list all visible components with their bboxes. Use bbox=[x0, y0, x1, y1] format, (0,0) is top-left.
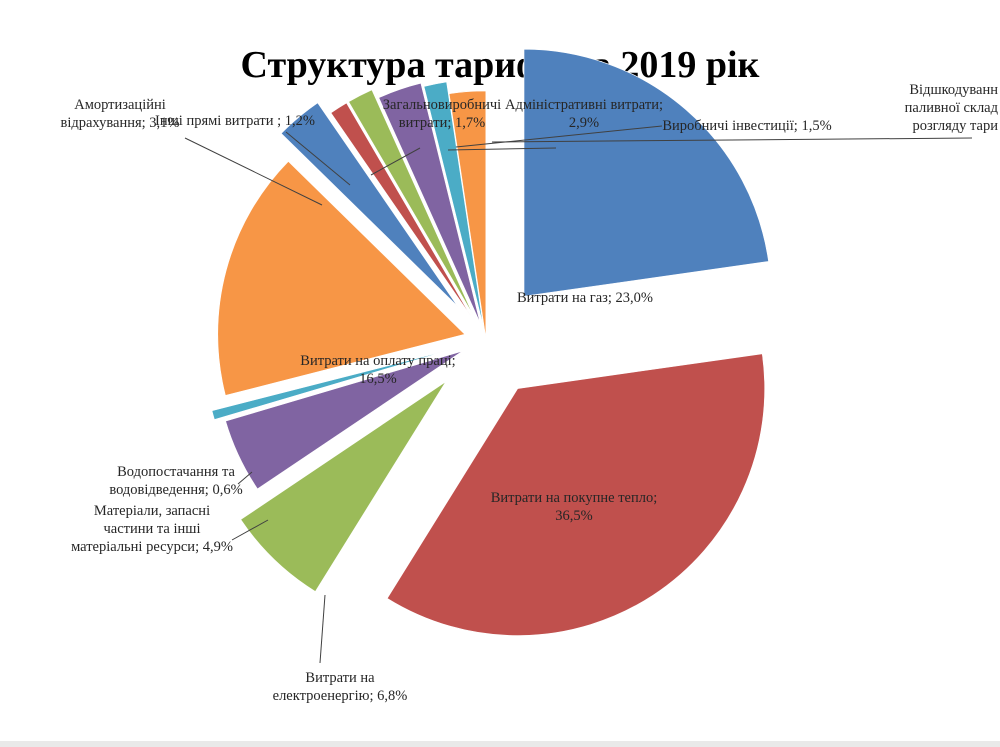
data-label-line: 36,5% bbox=[555, 508, 592, 524]
data-label-general: Загальновиробничі витрати; 1,7% bbox=[383, 97, 501, 131]
leader-line-materials bbox=[231, 519, 269, 541]
leader-lines bbox=[184, 125, 973, 664]
data-label-other: Інші прямі витрати ; 1,2% bbox=[155, 113, 315, 129]
data-label-materials: Матеріали, запасні частини та інші матеріа… bbox=[71, 503, 233, 555]
data-label-line: Відшкодуванн bbox=[909, 82, 998, 98]
leader-line-general bbox=[370, 147, 421, 176]
data-label-line: водовідведення; 0,6% bbox=[109, 482, 242, 498]
data-label-line: Витрати на покупне тепло; bbox=[491, 490, 658, 506]
leader-line-other bbox=[285, 131, 351, 186]
data-label-electric: Витрати на електроенергію; 6,8% bbox=[273, 670, 408, 704]
data-label-water: Водопостачання та водовідведення; 0,6% bbox=[109, 464, 242, 498]
data-label-line: електроенергію; 6,8% bbox=[273, 688, 408, 704]
leader-line-invest bbox=[455, 125, 663, 148]
pie-slice-other bbox=[330, 102, 472, 317]
pie-slice-materials bbox=[225, 350, 463, 490]
data-label-line: розгляду тари bbox=[912, 118, 998, 134]
data-label-line: 2,9% bbox=[569, 115, 599, 131]
pie-slice-general bbox=[348, 89, 474, 316]
data-label-line: Адміністративні витрати; bbox=[505, 97, 663, 113]
data-label-amort: Амортизаційні відрахування; 3,1% bbox=[60, 97, 179, 131]
data-label-line: Інші прямі витрати ; 1,2% bbox=[155, 113, 315, 129]
leader-line-amort bbox=[184, 137, 323, 206]
data-label-line: Загальновиробничі bbox=[383, 97, 501, 113]
data-label-heat: Витрати на покупне тепло; 36,5% bbox=[491, 490, 658, 524]
data-label-line: паливної склад bbox=[905, 100, 999, 116]
data-label-line: відрахування; 3,1% bbox=[60, 115, 179, 131]
data-label-line: Водопостачання та bbox=[117, 464, 235, 480]
pie-slice-water bbox=[211, 349, 452, 420]
pie-slice-electric bbox=[240, 381, 446, 592]
leader-line-admin bbox=[447, 147, 557, 151]
data-label-reimb: Відшкодуванн паливної склад розгляду тари bbox=[905, 82, 999, 134]
data-label-line: витрати; 1,7% bbox=[399, 115, 485, 131]
pie-slice-gas bbox=[523, 48, 769, 297]
pie-slice-amort bbox=[280, 102, 458, 307]
leader-line-electric bbox=[319, 594, 326, 664]
data-label-line: Витрати на bbox=[305, 670, 375, 686]
data-label-line: Матеріали, запасні bbox=[94, 503, 210, 519]
data-label-salary: Витрати на оплату праці; 16,5% bbox=[300, 353, 455, 387]
data-label-line: 16,5% bbox=[359, 371, 396, 387]
leader-line-water bbox=[237, 471, 253, 485]
data-label-admin: Адміністративні витрати; 2,9% bbox=[505, 97, 663, 131]
pie-slices bbox=[211, 48, 769, 636]
chart-title: Структура тарифу на 2019 рік bbox=[241, 44, 760, 86]
slice-labels: Витрати на газ; 23,0% Витрати на покупне … bbox=[60, 82, 998, 704]
pie-slice-invest bbox=[423, 81, 484, 327]
leader-line-reimb bbox=[491, 137, 973, 143]
bottom-strip bbox=[0, 741, 1000, 747]
data-label-line: Витрати на газ; 23,0% bbox=[517, 290, 653, 306]
data-label-line: Витрати на оплату праці; bbox=[300, 353, 455, 369]
data-label-line: матеріальні ресурси; 4,9% bbox=[71, 539, 233, 555]
pie-slice-heat bbox=[386, 353, 765, 636]
data-label-line: Виробничі інвестиції; 1,5% bbox=[662, 118, 831, 134]
data-label-invest: Виробничі інвестиції; 1,5% bbox=[662, 118, 831, 134]
data-label-line: частини та інші bbox=[104, 521, 201, 537]
data-label-gas: Витрати на газ; 23,0% bbox=[517, 290, 653, 306]
pie-slice-reimb bbox=[448, 90, 487, 339]
data-label-line: Амортизаційні bbox=[74, 97, 166, 113]
pie-slice-admin bbox=[378, 82, 481, 324]
